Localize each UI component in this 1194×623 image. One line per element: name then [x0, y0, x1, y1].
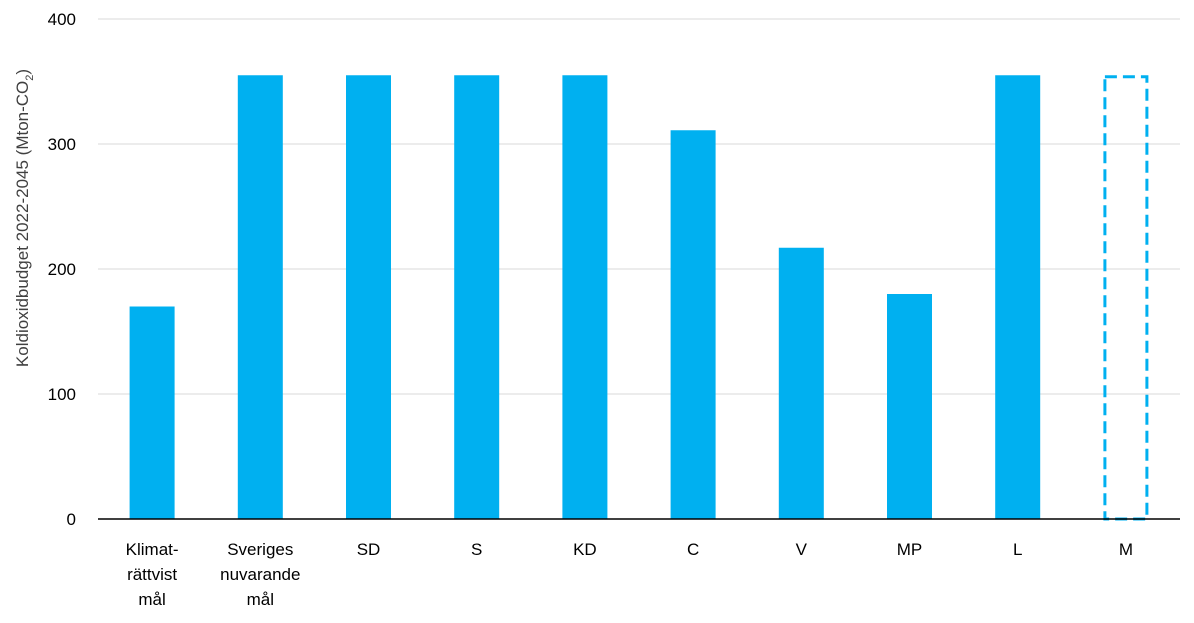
- y-tick-label-300: 300: [48, 135, 76, 154]
- bar-4: [562, 75, 608, 519]
- y-axis-label-subscript: 2: [24, 75, 36, 81]
- y-tick-label-0: 0: [67, 510, 76, 529]
- y-tick-label-400: 400: [48, 10, 76, 29]
- x-category-label-3: S: [471, 540, 482, 559]
- bar-1: [237, 75, 283, 519]
- bar-0: [129, 306, 175, 519]
- x-category-label-2: SD: [357, 540, 381, 559]
- bar-dashed-9: [1103, 75, 1149, 521]
- x-category-label-5: C: [687, 540, 699, 559]
- x-category-label-4: KD: [573, 540, 597, 559]
- bar-7: [887, 294, 932, 519]
- bar-5: [670, 130, 716, 519]
- x-category-label-8: L: [1013, 540, 1022, 559]
- y-axis-label-main: Koldioxidbudget 2022-2045 (Mton-CO: [13, 81, 32, 367]
- x-category-label-7: MP: [897, 540, 923, 559]
- bar-8: [995, 75, 1041, 519]
- bar-3: [454, 75, 500, 519]
- y-tick-label-200: 200: [48, 260, 76, 279]
- labels: 0 100 200 300 400 Klimat-rättvist mål Sveriges n…: [48, 10, 1133, 609]
- bar-6: [778, 247, 824, 519]
- y-tick-label-100: 100: [48, 385, 76, 404]
- x-category-label-0: Klimat-rättvist mål: [126, 540, 179, 609]
- y-axis-label: Koldioxidbudget 2022-2045 (Mton-CO2): [13, 69, 36, 367]
- y-axis-label-close: ): [13, 69, 32, 75]
- bar-2: [346, 75, 391, 519]
- x-category-label-6: V: [796, 540, 808, 559]
- x-category-label-9: M: [1119, 540, 1133, 559]
- x-category-label-1: Sveriges nuvarande mål: [220, 540, 300, 609]
- bars: [129, 75, 1149, 521]
